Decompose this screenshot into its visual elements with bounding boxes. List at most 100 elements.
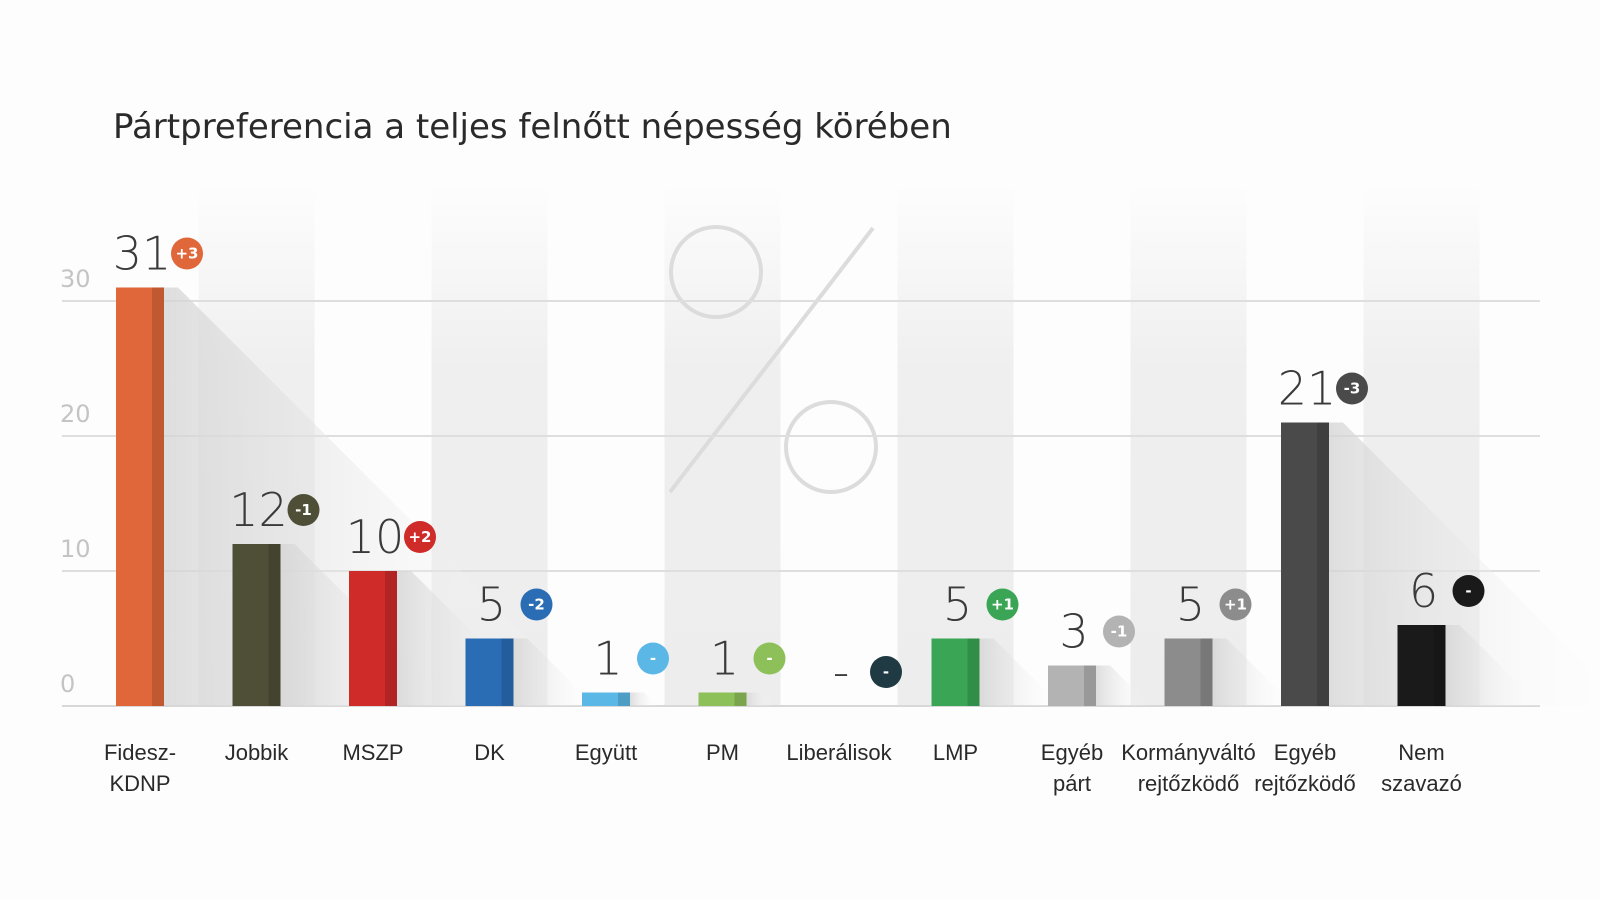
change-badge-label: -3 — [1344, 380, 1361, 398]
change-badge — [637, 642, 669, 675]
y-tick-label: 0 — [60, 670, 75, 698]
category-label-line: Egyéb — [1041, 740, 1103, 765]
bar-side — [501, 638, 514, 706]
bar-shadow — [630, 692, 658, 706]
change-badge — [171, 237, 203, 270]
change-badge — [404, 521, 436, 553]
change-badge-label: -1 — [295, 501, 312, 519]
category-label: Liberálisok — [786, 740, 892, 765]
y-tick-label: 10 — [60, 535, 91, 563]
category-label-line: Kormányváltó — [1121, 740, 1256, 765]
category-label: DK — [474, 740, 505, 765]
category-label-line: Nem — [1398, 740, 1444, 765]
bar-side — [1200, 638, 1213, 706]
background-column — [897, 185, 1014, 706]
bar-shadow — [1329, 422, 1600, 706]
change-badge-label: - — [650, 650, 656, 668]
value-label: 1 — [710, 632, 739, 686]
bar-side — [734, 692, 747, 706]
value-label: 5 — [943, 578, 972, 632]
bar — [232, 544, 281, 706]
category-label-line: DK — [474, 740, 505, 765]
value-label: 12 — [229, 483, 288, 537]
category-label: Fidesz- KDNP — [104, 740, 176, 796]
category-label-line: Jobbik — [225, 740, 290, 765]
bar-side — [152, 287, 164, 706]
bar — [349, 571, 397, 706]
change-badge — [1336, 372, 1368, 405]
value-label: 21 — [1278, 362, 1337, 416]
category-label-line: szavazó — [1381, 771, 1462, 796]
value-label: 6 — [1409, 564, 1438, 618]
bar — [1397, 625, 1446, 706]
change-badge-label: +1 — [1224, 596, 1247, 614]
category-label: MSZP — [342, 740, 403, 765]
category-label: PM — [706, 740, 739, 765]
bar-side — [385, 571, 397, 706]
value-label: 1 — [593, 632, 622, 686]
category-label: Nem szavazó — [1381, 740, 1462, 796]
bar-shadow — [1212, 638, 1294, 706]
category-label: Egyéb párt — [1041, 740, 1103, 796]
change-badge-label: - — [883, 663, 889, 681]
change-badge-label: +2 — [408, 528, 431, 546]
category-label-line: MSZP — [342, 740, 403, 765]
bar-shadow — [746, 692, 774, 706]
bar — [1048, 665, 1096, 706]
change-badge-label: -2 — [528, 596, 545, 614]
bar — [116, 287, 164, 706]
change-badge-label: - — [766, 650, 772, 668]
change-badge — [1452, 575, 1485, 607]
category-label-line: rejtőzködő — [1138, 771, 1240, 796]
change-badge-label: - — [1465, 582, 1471, 600]
value-label: 5 — [1176, 578, 1205, 632]
value-label: 10 — [346, 510, 405, 564]
category-label-line: rejtőzködő — [1254, 771, 1356, 796]
category-label: Egyéb rejtőzködő — [1254, 740, 1356, 796]
category-label: Együtt — [575, 740, 637, 765]
background-column — [664, 185, 781, 706]
change-badge — [986, 588, 1019, 621]
bar-side — [1084, 665, 1096, 706]
category-label: Kormányváltó rejtőzködő — [1121, 740, 1256, 796]
category-label-line: Együtt — [575, 740, 637, 765]
change-badge — [870, 656, 902, 688]
change-badge-label: +3 — [175, 245, 198, 263]
bar-shadow — [1096, 665, 1151, 706]
change-badge — [520, 588, 553, 621]
bar — [465, 638, 514, 706]
percent-icon — [668, 225, 878, 494]
bar — [1281, 422, 1329, 706]
y-tick-label: 20 — [60, 400, 91, 428]
chart-title: Pártpreferencia a teljes felnőtt népessé… — [113, 107, 952, 147]
bar-shadow — [1445, 625, 1541, 706]
bar-side — [1317, 422, 1329, 706]
bar-side — [967, 638, 980, 706]
change-badge — [753, 642, 786, 675]
category-label-line: Liberálisok — [786, 740, 892, 765]
value-label: - — [833, 645, 850, 699]
category-label: Jobbik — [225, 740, 290, 765]
bar-side — [1433, 625, 1446, 706]
bar-side — [618, 692, 630, 706]
bar — [582, 692, 630, 706]
value-label: 31 — [113, 227, 172, 281]
change-badge — [287, 494, 320, 526]
bar — [1164, 638, 1213, 706]
category-label-line: Fidesz- — [104, 740, 176, 765]
bar — [698, 692, 747, 706]
change-badge-label: +1 — [991, 596, 1014, 614]
bar-shadow — [513, 638, 595, 706]
y-tick-label: 30 — [60, 265, 91, 293]
bar-shadow — [979, 638, 1061, 706]
category-label-line: Egyéb — [1274, 740, 1336, 765]
category-label-line: párt — [1053, 771, 1091, 796]
value-label: 3 — [1059, 605, 1088, 659]
bar — [931, 638, 980, 706]
category-label: LMP — [933, 740, 978, 765]
category-label-line: LMP — [933, 740, 978, 765]
change-badge-label: -1 — [1111, 623, 1128, 641]
category-label-line: KDNP — [109, 771, 170, 796]
